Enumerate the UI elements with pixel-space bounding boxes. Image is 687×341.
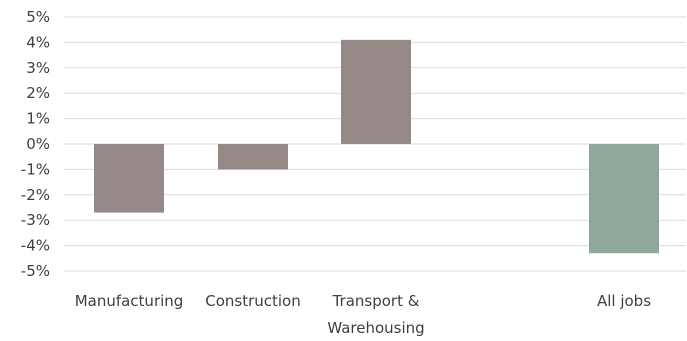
y-tick-label: 3% (26, 59, 50, 77)
category-label: All jobs (597, 292, 651, 310)
bar-all-jobs (589, 144, 659, 254)
y-tick-label: 1% (26, 110, 50, 128)
y-tick-label: 4% (26, 33, 50, 51)
y-tick-label: 5% (26, 8, 50, 26)
category-label: Construction (205, 292, 301, 310)
bar-transport-warehousing (341, 39, 411, 144)
category-label: Manufacturing (75, 292, 184, 310)
category-label: Transport & (332, 292, 420, 310)
y-tick-label: 0% (26, 135, 50, 153)
bars (94, 39, 659, 254)
y-tick-label: -3% (21, 211, 50, 229)
bar-manufacturing (94, 144, 164, 213)
y-tick-label: -1% (21, 160, 50, 178)
bar-construction (218, 144, 288, 170)
y-axis-tick-labels: 5% 4% 3% 2% 1% 0% -1% -2% -3% -4% -5% (21, 8, 50, 280)
category-labels: Manufacturing Construction Transport & Ware… (75, 292, 652, 337)
y-tick-label: -5% (21, 262, 50, 280)
y-tick-label: -2% (21, 186, 50, 204)
y-tick-label: 2% (26, 84, 50, 102)
category-label: Warehousing (327, 319, 424, 337)
y-tick-label: -4% (21, 237, 50, 255)
